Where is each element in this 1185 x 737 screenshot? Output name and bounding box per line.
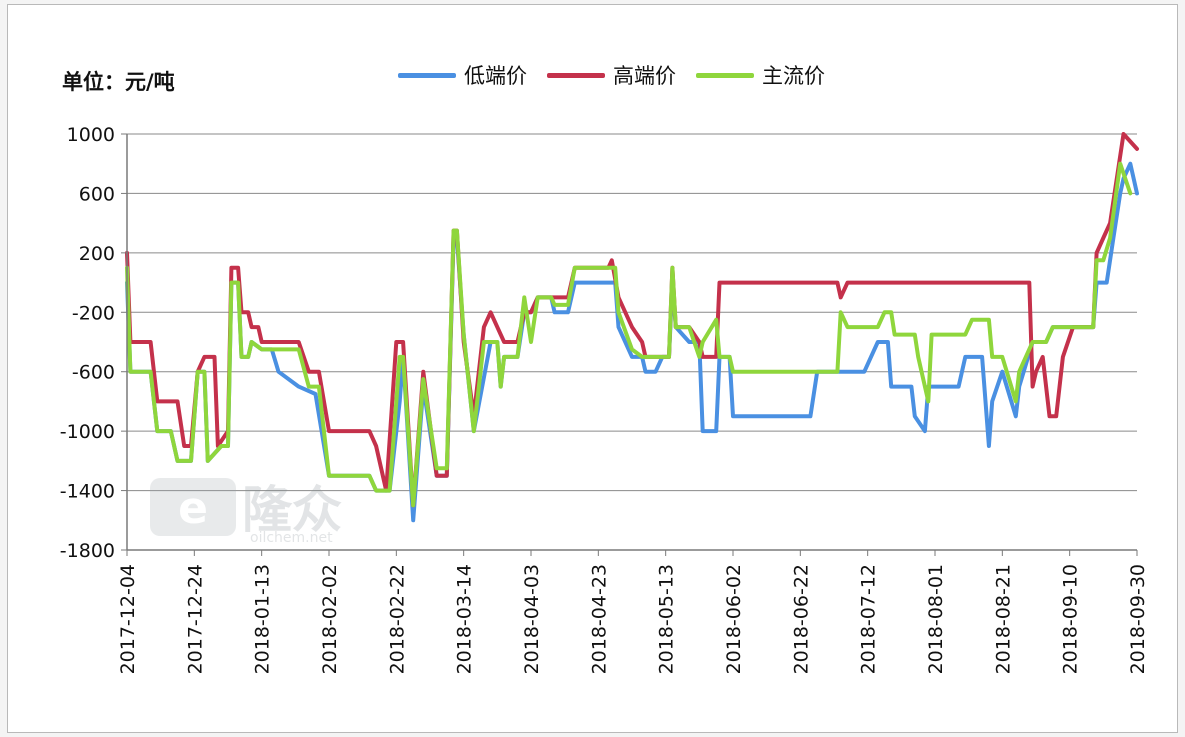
y-tick-label: -200 [72, 302, 115, 324]
watermark-url: oilchem.net [250, 530, 333, 546]
x-tick-label: 2018-08-01 [925, 564, 947, 674]
legend-label-main: 主流价 [762, 64, 825, 88]
legend-item-high: 高端价 [547, 60, 676, 90]
x-tick-label: 2018-09-10 [1060, 564, 1082, 674]
y-tick-label: -1400 [60, 481, 115, 503]
x-tick-label: 2018-02-22 [386, 564, 408, 674]
x-tick-label: 2018-04-23 [588, 564, 610, 674]
x-tick-labels: 2017-12-04 2017-12-24 2018-01-13 2018-02-02… [117, 564, 1149, 674]
legend-swatch-high [547, 72, 605, 78]
x-tick-label: 2018-08-21 [992, 564, 1014, 674]
axes [121, 133, 1138, 556]
legend-item-main: 主流价 [696, 60, 825, 90]
legend-swatch-main [696, 72, 754, 78]
series-line-2 [125, 161, 1133, 508]
watermark: e 隆众 oilchem.net [150, 478, 342, 546]
x-tick-label: 2018-07-12 [858, 564, 880, 674]
x-tick-label: 2018-09-30 [1127, 564, 1149, 674]
x-tick-label: 2018-06-02 [723, 564, 745, 674]
unit-label: 单位：元/吨 [62, 70, 175, 94]
y-tick-label: -600 [72, 362, 115, 384]
x-tick-label: 2018-05-13 [656, 564, 678, 674]
x-tick-label: 2017-12-04 [117, 564, 139, 674]
gridlines [127, 133, 1137, 551]
legend-swatch-low [398, 72, 456, 78]
x-tick-label: 2018-02-02 [319, 564, 341, 674]
x-tick-label: 2018-03-14 [454, 564, 476, 674]
watermark-brand: 隆众 [242, 481, 342, 539]
legend: 低端价 高端价 主流价 [398, 60, 825, 90]
y-tick-label: 200 [79, 243, 115, 265]
x-tick-label: 2018-06-22 [790, 564, 812, 674]
watermark-logo-icon [150, 478, 236, 536]
x-tick-label: 2018-04-03 [521, 564, 543, 674]
legend-label-high: 高端价 [613, 64, 676, 88]
y-tick-label: -1800 [60, 540, 115, 562]
legend-label-low: 低端价 [464, 64, 527, 88]
x-tick-label: 2018-01-13 [252, 564, 274, 674]
y-tick-label: 600 [79, 183, 115, 205]
legend-item-low: 低端价 [398, 60, 527, 90]
y-tick-label: -1000 [60, 421, 115, 443]
series-lines [125, 132, 1139, 523]
x-tick-label: 2017-12-24 [184, 564, 206, 674]
y-tick-labels: 1000 600 200 -200 -600 -1000 -1400 -1800 [60, 124, 115, 562]
y-tick-label: 1000 [67, 124, 115, 146]
watermark-logo-letter: e [178, 483, 208, 534]
